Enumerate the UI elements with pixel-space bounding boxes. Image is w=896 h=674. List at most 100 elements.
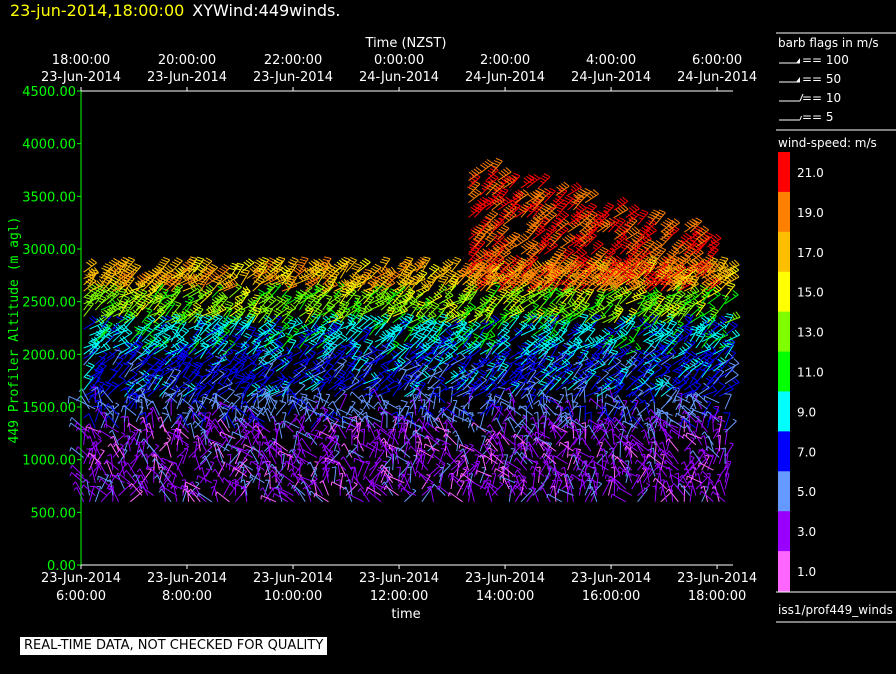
wind-barb bbox=[153, 328, 164, 342]
wind-barb bbox=[153, 364, 164, 378]
wind-barb-feather bbox=[248, 414, 251, 422]
wind-barb bbox=[95, 328, 111, 336]
wind-barb bbox=[281, 382, 292, 397]
wind-barb-feather bbox=[385, 466, 390, 469]
wind-barb-feather bbox=[479, 301, 484, 306]
wind-barb-feather bbox=[161, 412, 169, 416]
wind-barb bbox=[217, 275, 232, 286]
wind-barb-feather bbox=[152, 269, 159, 274]
wind-barb-feather bbox=[97, 297, 105, 301]
wind-barb bbox=[269, 349, 285, 359]
wind-barb-feather bbox=[236, 392, 244, 395]
wind-barb-feather bbox=[272, 487, 275, 492]
wind-barb-feather bbox=[501, 460, 506, 462]
wind-barb bbox=[127, 462, 137, 477]
wind-barb-feather bbox=[107, 271, 115, 275]
wind-barb-feather bbox=[146, 316, 153, 322]
wind-barb-feather bbox=[270, 353, 277, 359]
wind-barb-feather bbox=[122, 304, 128, 311]
wind-barb bbox=[94, 353, 108, 366]
wind-barb-feather bbox=[373, 401, 379, 408]
wind-barb bbox=[125, 387, 131, 403]
wind-barb-feather bbox=[184, 276, 191, 283]
wind-barb bbox=[182, 289, 197, 298]
wind-barb-feather bbox=[136, 276, 143, 282]
wind-barb-feather bbox=[203, 268, 210, 274]
wind-barb-feather bbox=[230, 280, 237, 287]
wind-barb bbox=[194, 385, 207, 397]
wind-barb bbox=[88, 413, 96, 429]
wind-barb bbox=[240, 290, 251, 305]
wind-barb bbox=[346, 473, 353, 490]
wind-barb-feather bbox=[209, 265, 216, 270]
wind-barb bbox=[445, 451, 458, 465]
wind-barb bbox=[89, 346, 101, 359]
wind-barb-feather bbox=[103, 423, 106, 428]
wind-barb bbox=[194, 308, 204, 323]
wind-barb-feather bbox=[267, 287, 272, 291]
wind-barb bbox=[373, 422, 388, 433]
wind-barb-feather bbox=[96, 462, 100, 466]
wind-barb bbox=[234, 355, 249, 366]
wind-barb bbox=[95, 314, 110, 324]
wind-barb-feather bbox=[480, 369, 487, 374]
wind-barb-feather bbox=[183, 375, 190, 381]
wind-barb bbox=[206, 416, 219, 429]
wind-barb bbox=[141, 279, 154, 292]
wind-barb-feather bbox=[276, 258, 284, 262]
wind-barb bbox=[159, 336, 171, 349]
wind-barb-feather bbox=[362, 476, 366, 481]
wind-barb-feather bbox=[120, 386, 127, 392]
wind-barb-feather bbox=[233, 279, 239, 286]
wind-barb bbox=[89, 452, 102, 465]
wind-barb bbox=[176, 348, 191, 359]
wind-barb-feather bbox=[160, 324, 167, 331]
wind-barb-feather bbox=[447, 473, 451, 478]
wind-barb-feather bbox=[92, 485, 95, 490]
wind-barb bbox=[118, 313, 133, 324]
wind-barb bbox=[232, 431, 248, 440]
wind-barb-feather bbox=[488, 338, 496, 342]
wind-barb bbox=[162, 486, 178, 496]
wind-barb-feather bbox=[266, 284, 274, 289]
wind-barb bbox=[193, 397, 207, 410]
wind-barb bbox=[316, 290, 328, 305]
wind-barb-feather bbox=[472, 332, 480, 337]
wind-barb bbox=[188, 337, 202, 349]
wind-barb-feather bbox=[449, 476, 453, 481]
wind-barb-feather bbox=[149, 406, 154, 411]
wind-barb-feather bbox=[194, 311, 199, 315]
wind-barb bbox=[194, 258, 205, 273]
wind-barb bbox=[363, 428, 366, 445]
wind-barb bbox=[263, 363, 274, 378]
wind-barb bbox=[264, 324, 277, 336]
wind-barb-feather bbox=[140, 420, 143, 425]
wind-barb bbox=[176, 427, 189, 439]
wind-barb-feather bbox=[432, 301, 440, 306]
wind-barb-feather bbox=[111, 304, 117, 311]
wind-barb-feather bbox=[227, 401, 233, 409]
wind-barb-feather bbox=[265, 312, 270, 315]
wind-barb bbox=[223, 343, 236, 355]
wind-barb-feather bbox=[298, 261, 306, 265]
wind-barb bbox=[252, 309, 262, 324]
wind-barb bbox=[256, 423, 271, 433]
wind-barb-feather bbox=[174, 300, 182, 305]
wind-barb bbox=[129, 329, 142, 343]
wind-barb-feather bbox=[501, 187, 509, 191]
wind-barb-feather bbox=[223, 330, 228, 334]
wind-barb bbox=[182, 298, 195, 311]
wind-barb-feather bbox=[191, 454, 196, 458]
wind-barb-feather bbox=[228, 281, 234, 288]
wind-barb bbox=[339, 394, 348, 410]
wind-barb-feather bbox=[225, 280, 231, 287]
wind-barb bbox=[234, 364, 245, 378]
wind-barb-feather bbox=[383, 485, 387, 491]
wind-barb-feather bbox=[227, 347, 234, 354]
wind-barb bbox=[216, 491, 230, 503]
wind-barb-feather bbox=[188, 258, 196, 262]
wind-barb bbox=[204, 455, 213, 471]
wind-barb-feather bbox=[399, 414, 404, 417]
wind-barb-feather bbox=[298, 437, 303, 442]
wind-barb bbox=[140, 449, 149, 465]
